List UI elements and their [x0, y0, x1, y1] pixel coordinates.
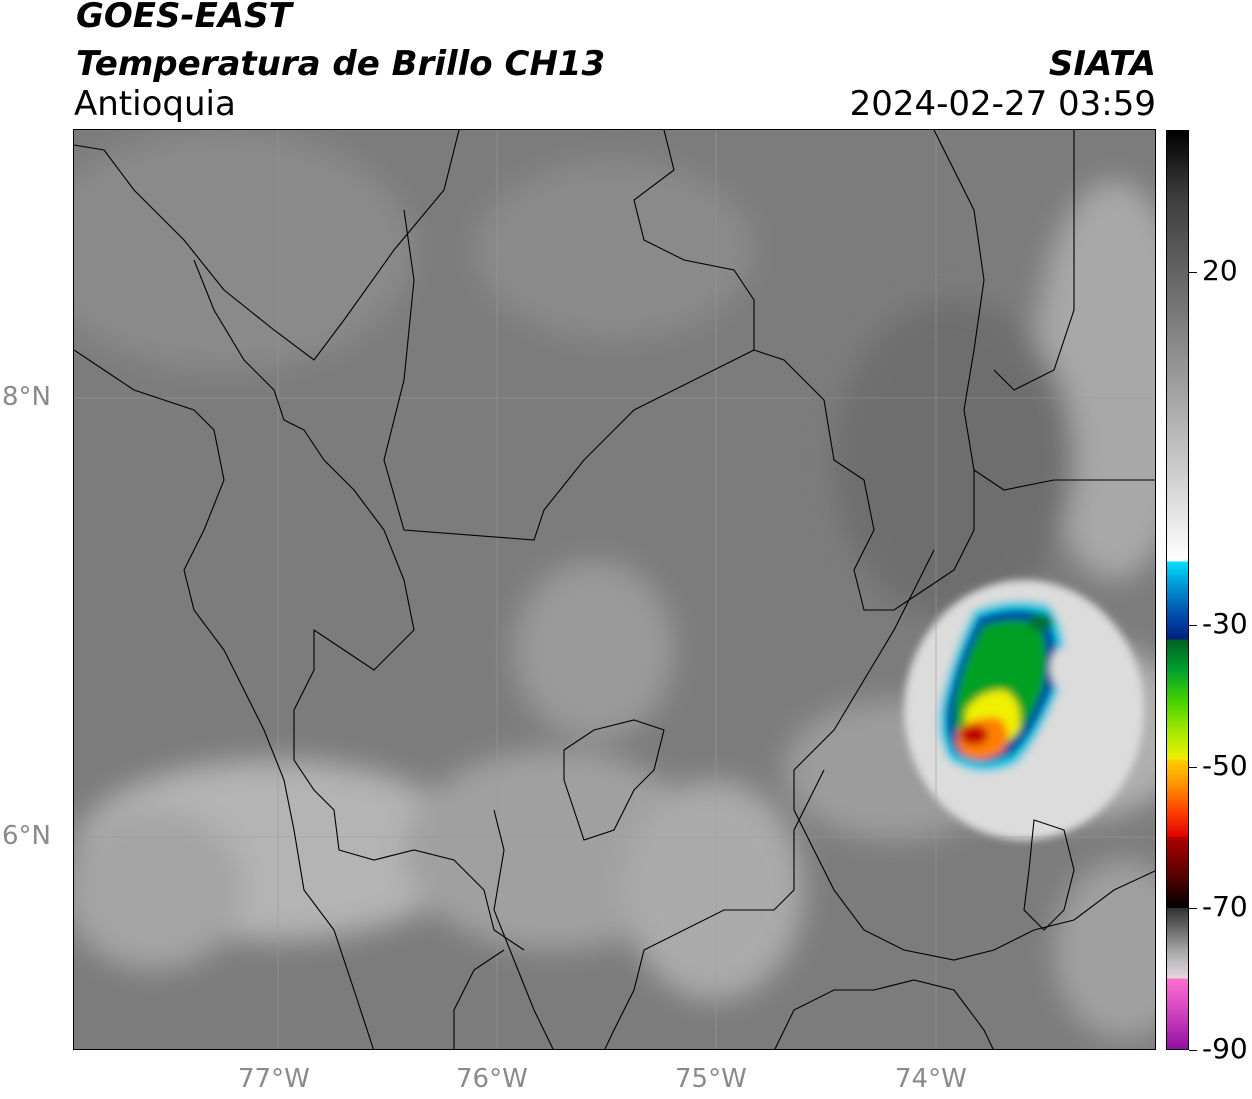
longitude-label-74w: 74°W — [895, 1064, 967, 1094]
product-title: Temperatura de Brillo CH13 — [76, 44, 606, 84]
colorbar-tick-mark — [1189, 271, 1197, 273]
colorbar-tick-mark — [1189, 908, 1197, 910]
colorbar — [1166, 130, 1189, 1050]
satellite-title: GOES-EAST — [76, 0, 292, 36]
longitude-label-76w: 76°W — [456, 1064, 528, 1094]
colorbar-tick-mark — [1189, 625, 1197, 627]
organization-label: SIATA — [1048, 44, 1156, 84]
region-label: Antioquia — [74, 84, 236, 124]
latitude-label-6n: 6°N — [2, 821, 51, 851]
warm-cloud-areas — [74, 130, 1155, 1040]
colorbar-tick-label: -30 — [1202, 607, 1248, 641]
colorbar-tick-mark — [1189, 1050, 1197, 1051]
colorbar-tick-label: -50 — [1202, 748, 1248, 782]
latitude-label-8n: 8°N — [2, 382, 51, 412]
map-canvas — [74, 130, 1155, 1049]
colorbar-tick-label: 20 — [1202, 253, 1238, 287]
datetime-label: 2024-02-27 03:59 — [849, 84, 1156, 124]
satellite-map[interactable] — [73, 129, 1156, 1050]
colorbar-tick-mark — [1189, 766, 1197, 768]
boundaries — [74, 130, 1155, 1049]
colorbar-tick-label: -90 — [1202, 1032, 1248, 1065]
colorbar-tick-label: -70 — [1202, 890, 1248, 924]
graticule — [74, 130, 1155, 1049]
longitude-label-75w: 75°W — [675, 1064, 747, 1094]
convective-cloud — [904, 580, 1144, 840]
longitude-label-77w: 77°W — [238, 1064, 310, 1094]
